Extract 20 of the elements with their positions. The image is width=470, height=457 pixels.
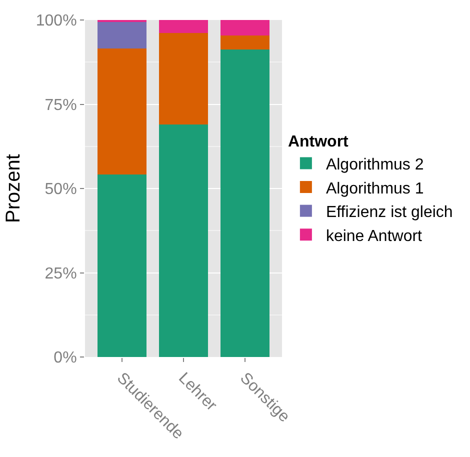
y-axis-title: Prozent (2, 154, 24, 223)
bar (97, 48, 147, 175)
y-tick-label: 0% (54, 350, 77, 367)
legend-title: Antwort (288, 133, 350, 150)
legend-label: Effizienz ist gleich (326, 204, 453, 222)
y-tick-label: 50% (44, 181, 77, 198)
bar (220, 50, 270, 357)
bar (158, 20, 208, 34)
y-tick-label: 25% (44, 265, 77, 282)
legend-label: Algorithmus 1 (326, 180, 424, 198)
bar (158, 33, 208, 124)
bar (158, 124, 208, 357)
legend-label: keine Antwort (326, 228, 423, 245)
bar (97, 21, 147, 48)
y-tick-label: 100% (36, 12, 77, 30)
y-tick-label: 75% (44, 96, 77, 114)
bar (97, 174, 147, 357)
bar (220, 36, 270, 50)
legend-label: Algorithmus 2 (326, 156, 424, 174)
bar (220, 20, 270, 36)
